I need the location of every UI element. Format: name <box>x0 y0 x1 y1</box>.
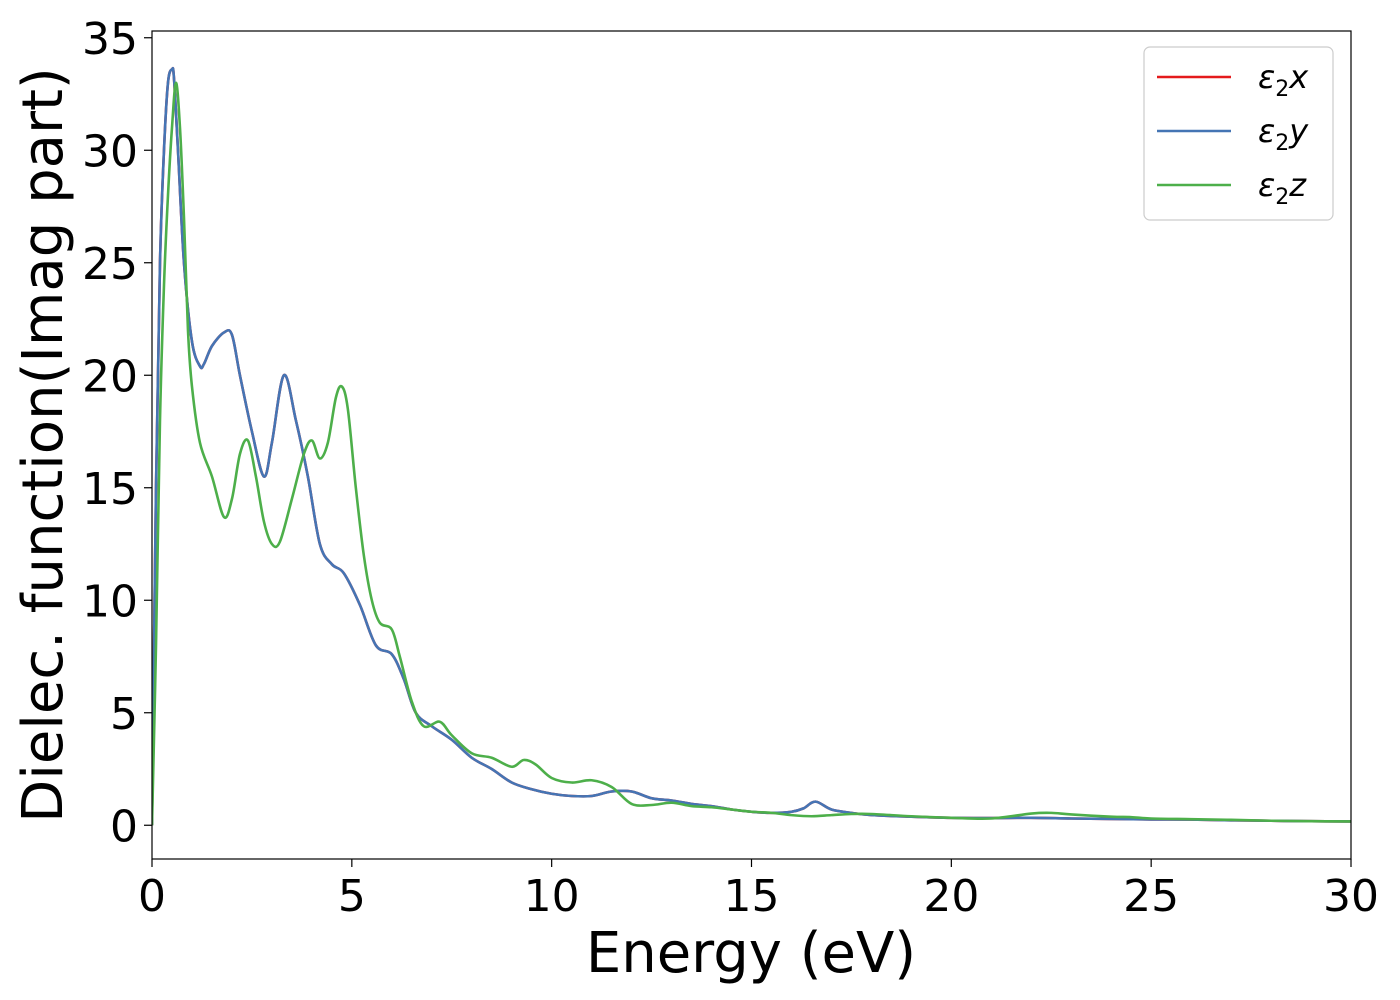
y-tick-label: 30 <box>82 126 138 177</box>
y-tick-label: 35 <box>82 14 138 65</box>
y-axis: 0 5 10 15 20 25 30 35 <box>82 14 152 852</box>
x-axis: 0 5 10 15 20 25 30 <box>138 859 1379 922</box>
x-tick-label: 0 <box>138 871 166 922</box>
x-axis-label: Energy (eV) <box>586 921 916 986</box>
legend-label-x: ε2x <box>1258 58 1309 102</box>
y-axis-label: Dielec. function(Imag part) <box>11 67 76 823</box>
legend-box <box>1143 46 1334 221</box>
x-tick-label: 25 <box>1123 871 1179 922</box>
x-tick-label: 30 <box>1323 871 1379 922</box>
y-tick-label: 25 <box>82 239 138 290</box>
x-tick-label: 10 <box>524 871 580 922</box>
series-layer <box>152 66 1351 826</box>
x-tick-label: 5 <box>338 871 366 922</box>
y-tick-label: 5 <box>110 689 138 740</box>
y-tick-label: 20 <box>82 351 138 402</box>
x-tick-label: 15 <box>724 871 780 922</box>
series-line-z <box>152 81 1351 826</box>
legend-label-z: ε2z <box>1258 166 1307 210</box>
y-tick-label: 15 <box>82 464 138 515</box>
legend-label-y: ε2y <box>1258 112 1309 156</box>
y-tick-label: 0 <box>110 801 138 852</box>
legend: ε2x ε2y ε2z <box>1143 46 1334 221</box>
y-tick-label: 10 <box>82 576 138 627</box>
x-tick-label: 20 <box>923 871 979 922</box>
